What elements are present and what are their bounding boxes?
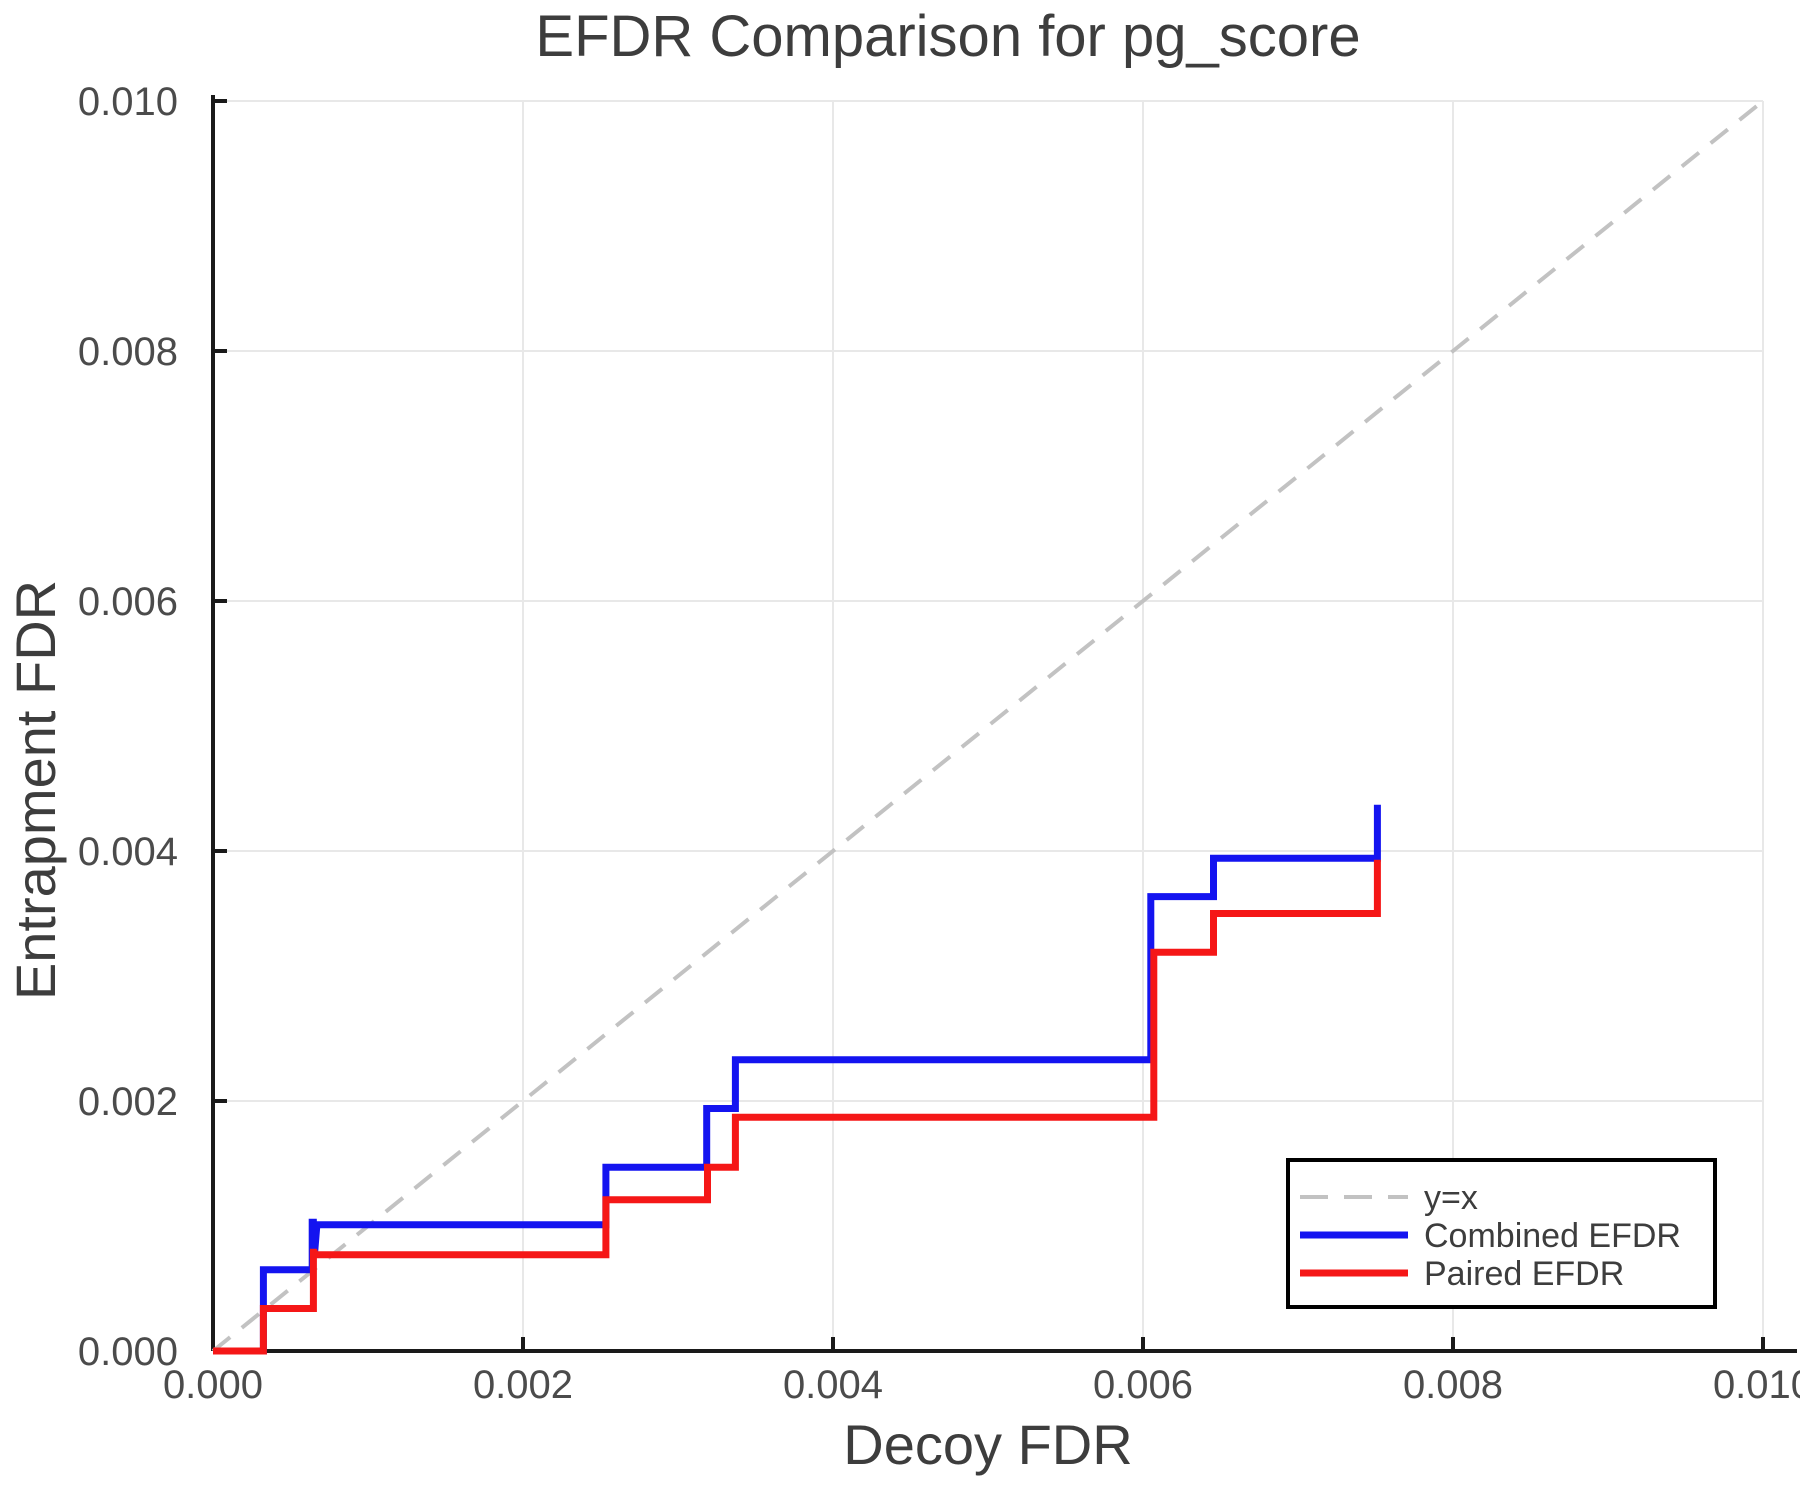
legend-label: Paired EFDR <box>1424 1255 1624 1293</box>
series-layer <box>211 99 1765 1355</box>
x-tick-label: 0.006 <box>1093 1363 1193 1407</box>
x-tick-label: 0.010 <box>1713 1363 1800 1407</box>
legend-label: y=x <box>1424 1179 1478 1217</box>
chart-title: EFDR Comparison for pg_score <box>535 4 1360 69</box>
y-tick-label: 0.002 <box>78 1080 178 1124</box>
y-tick-label: 0.000 <box>78 1330 178 1374</box>
x-tick-label: 0.008 <box>1403 1363 1503 1407</box>
legend-label: Combined EFDR <box>1424 1217 1681 1255</box>
y-tick-label: 0.004 <box>78 830 178 874</box>
axes-spines <box>211 95 1797 1353</box>
text-layer: EFDR Comparison for pg_score Decoy FDR E… <box>4 4 1361 1476</box>
paired-efdr-line <box>213 859 1381 1355</box>
y-tick-label: 0.010 <box>78 80 178 124</box>
grid-layer <box>213 100 1764 1351</box>
combined-efdr-line <box>213 804 1381 1355</box>
x-tick-label: 0.004 <box>783 1363 883 1407</box>
y-tick-label: 0.008 <box>78 330 178 374</box>
x-axis-label: Decoy FDR <box>843 1413 1132 1476</box>
x-tick-label: 0.002 <box>473 1363 573 1407</box>
y-tick-label: 0.006 <box>78 580 178 624</box>
tick-layer: 0.000 0.002 0.004 0.006 0.008 0.010 0.000 0.002… <box>78 80 1800 1407</box>
y-axis-label: Entrapment FDR <box>4 580 67 1000</box>
x-tick-label: 0.000 <box>163 1363 263 1407</box>
